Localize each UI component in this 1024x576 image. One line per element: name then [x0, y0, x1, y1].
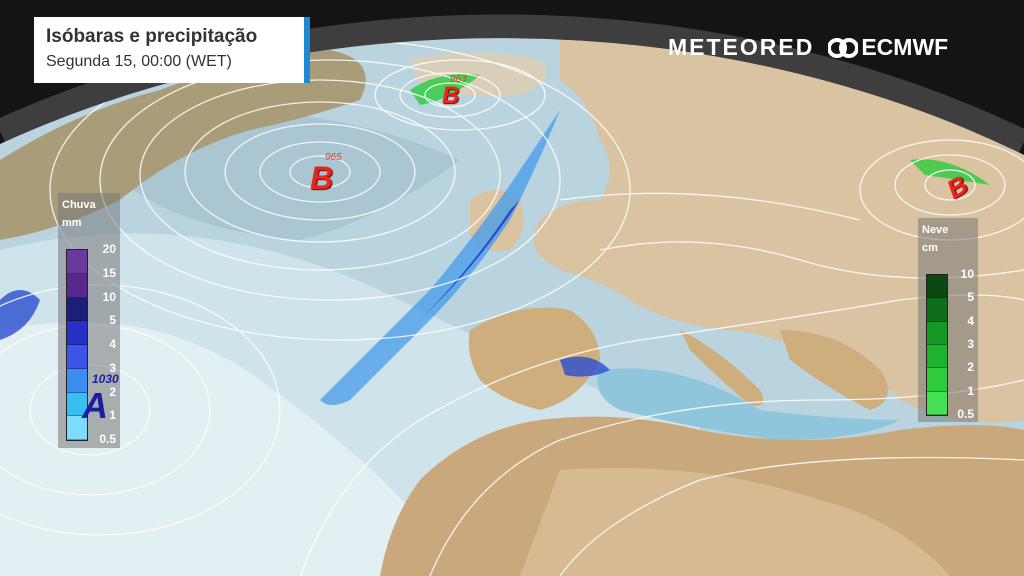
- legend-tick-label: 20: [102, 242, 116, 256]
- legend-color-swatch: [927, 321, 947, 345]
- legend-tick-label: 0.5: [99, 432, 116, 446]
- legend-tick-label: 10: [960, 267, 974, 281]
- legend-color-swatch: [67, 273, 87, 298]
- legend-tick-label: 3: [109, 360, 116, 375]
- map-datetime: Segunda 15, 00:00 (WET): [46, 53, 232, 70]
- low-pressure-marker: B: [310, 160, 334, 196]
- legend-tick-label: 2: [109, 384, 116, 399]
- legend-color-swatch: [927, 275, 947, 299]
- legend-tick-label: 4: [109, 337, 116, 351]
- low-pressure-value: 963: [450, 74, 467, 85]
- legend-tick-label: 3: [967, 337, 974, 351]
- legend-tick-label: 1: [109, 408, 116, 423]
- legend-tick-label: 15: [102, 265, 116, 280]
- legend-color-swatch: [67, 321, 87, 345]
- rain-color-scale: [66, 249, 88, 441]
- snow-legend-title: Neve: [922, 224, 949, 236]
- legend-color-swatch: [67, 416, 87, 440]
- snow-legend: Neve cm 10 5 4 3 2 1 0.5: [918, 218, 978, 422]
- high-pressure-marker: A: [82, 385, 108, 426]
- legend-tick-label: 2: [967, 360, 974, 375]
- legend-tick-label: 1: [967, 383, 974, 398]
- snow-legend-unit: cm: [922, 242, 938, 254]
- logos: METEORED ECMWF: [668, 34, 948, 61]
- rain-legend: Chuva mm 20 15 10 5 4 3 2 1 0.5: [58, 193, 120, 448]
- legend-color-swatch: [927, 368, 947, 392]
- rain-legend-title: Chuva: [62, 199, 96, 211]
- legend-color-swatch: [67, 345, 87, 369]
- legend-tick-label: 10: [102, 289, 116, 304]
- legend-tick-label: 5: [967, 290, 974, 305]
- legend-tick-label: 0.5: [957, 407, 974, 421]
- high-pressure-value: 1030: [92, 372, 119, 386]
- legend-color-swatch: [927, 344, 947, 369]
- legend-tick-label: 5: [109, 313, 116, 328]
- legend-color-swatch: [67, 250, 87, 274]
- legend-color-swatch: [67, 297, 87, 322]
- map-title: Isóbaras e precipitação: [46, 26, 258, 47]
- low-pressure-value: 965: [325, 152, 342, 163]
- low-pressure-marker: B: [442, 82, 460, 109]
- legend-tick-label: 4: [967, 313, 974, 328]
- legend-color-swatch: [67, 392, 87, 417]
- legend-color-swatch: [927, 298, 947, 322]
- ecmwf-emblem-icon: [828, 37, 859, 58]
- legend-color-swatch: [67, 368, 87, 393]
- meteored-logo: METEORED: [668, 34, 815, 60]
- snow-color-scale: [926, 274, 948, 416]
- rain-legend-unit: mm: [62, 217, 82, 229]
- map-title-box: Isóbaras e precipitação Segunda 15, 00:0…: [34, 17, 310, 83]
- legend-color-swatch: [927, 391, 947, 415]
- ecmwf-logo: ECMWF: [828, 34, 948, 61]
- ecmwf-logo-text: ECMWF: [861, 34, 949, 60]
